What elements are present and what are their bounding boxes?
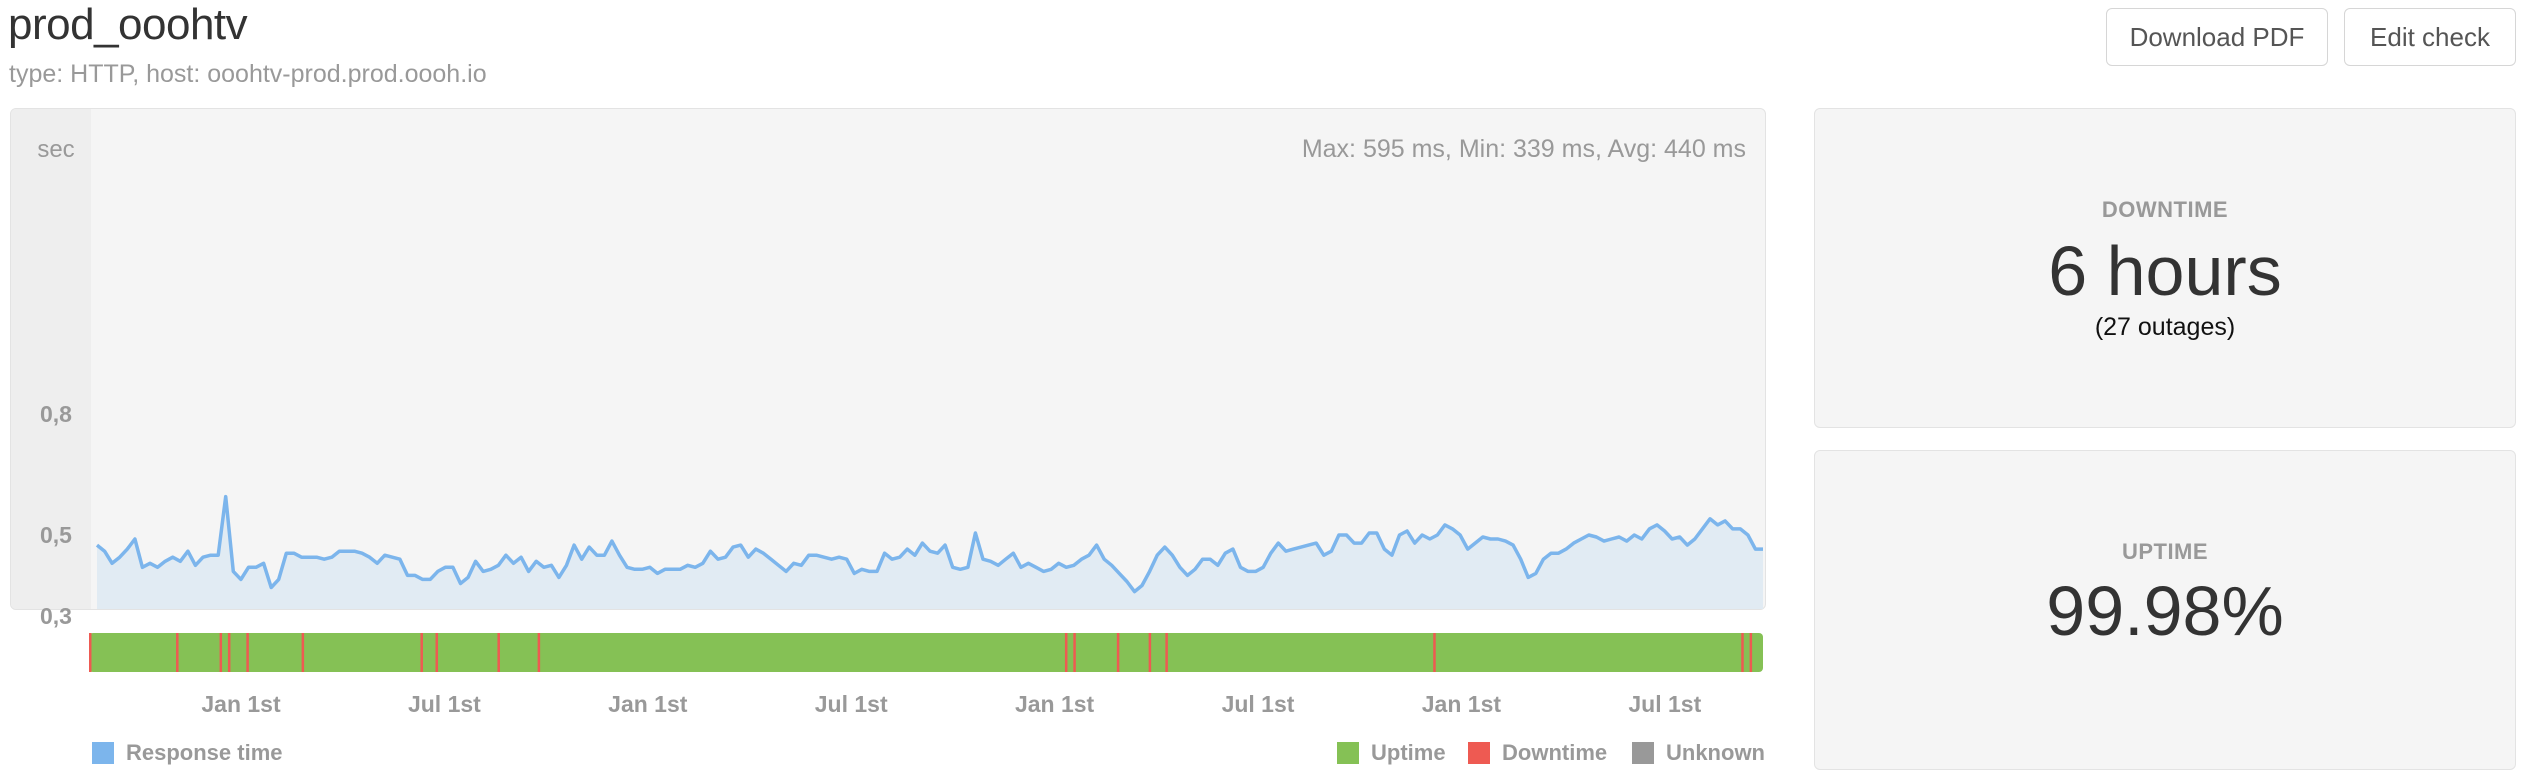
response-time-swatch: [92, 742, 114, 764]
uptime-card: UPTIME 99.98%: [1814, 450, 2516, 770]
downtime-label: DOWNTIME: [2101, 197, 2229, 222]
response-stats-label: Max: 595 ms, Min: 339 ms, Avg: 440 ms: [1302, 135, 1746, 163]
downtime-value: 6 hours: [2048, 232, 2282, 310]
check-subtitle: type: HTTP, host: ooohtv-prod.prod.oooh.…: [9, 60, 487, 88]
response-time-chart: sec Max: 595 ms, Min: 339 ms, Avg: 440 m…: [37, 135, 1763, 717]
x-tick-label: Jan 1st: [608, 691, 688, 717]
legend-response-label: Response time: [126, 740, 283, 765]
uptime-label: UPTIME: [2121, 539, 2209, 564]
downtime-marker: [435, 633, 439, 672]
uptime-value: 99.98%: [2046, 572, 2284, 650]
x-tick-label: Jan 1st: [1015, 691, 1095, 717]
downtime-marker: [1433, 633, 1436, 672]
legend-downtime-label: Downtime: [1502, 740, 1608, 765]
x-tick-label: Jan 1st: [201, 691, 281, 717]
page-title: prod_ooohtv: [8, 0, 248, 49]
x-tick-label: Jul 1st: [815, 691, 888, 717]
uptime-status-bar: [89, 633, 1763, 672]
legend-unknown: Unknown: [1632, 740, 1765, 766]
x-tick-label: Jan 1st: [1422, 691, 1502, 717]
downtime-marker: [420, 633, 423, 672]
edit-check-button[interactable]: Edit check: [2344, 8, 2516, 66]
downtime-marker: [1741, 633, 1744, 672]
uptime-swatch: [1337, 742, 1359, 764]
downtime-marker: [176, 633, 179, 672]
downtime-marker: [301, 633, 305, 672]
legend-uptime-label: Uptime: [1371, 740, 1446, 765]
downtime-marker: [1073, 633, 1076, 672]
downtime-marker: [246, 633, 249, 672]
legend-response-time: Response time: [92, 740, 283, 766]
unknown-swatch: [1632, 742, 1654, 764]
response-time-chart-panel: [10, 108, 1766, 610]
downtime-marker: [1116, 633, 1120, 672]
x-tick-label: Jul 1st: [1222, 691, 1295, 717]
downtime-marker: [1064, 633, 1068, 672]
downtime-marker: [219, 633, 223, 672]
download-pdf-button[interactable]: Download PDF: [2106, 8, 2328, 66]
y-tick-label: 0,8: [40, 401, 72, 427]
downtime-marker: [227, 633, 231, 672]
legend-unknown-label: Unknown: [1666, 740, 1765, 765]
downtime-marker: [497, 633, 500, 672]
response-time-line: [95, 494, 1763, 594]
downtime-swatch: [1468, 742, 1490, 764]
downtime-marker: [1749, 633, 1753, 672]
x-tick-label: Jul 1st: [1628, 691, 1701, 717]
downtime-card: DOWNTIME 6 hours (27 outages): [1814, 108, 2516, 428]
y-axis-label: sec: [37, 136, 74, 163]
downtime-marker: [1165, 633, 1168, 672]
downtime-marker: [89, 633, 92, 672]
legend-downtime: Downtime: [1468, 740, 1607, 766]
legend-uptime: Uptime: [1337, 740, 1446, 766]
x-tick-label: Jul 1st: [408, 691, 481, 717]
y-tick-label: 0,5: [40, 522, 72, 548]
y-axis-strip: [11, 109, 91, 609]
downtime-marker: [1148, 633, 1152, 672]
downtime-marker: [537, 633, 541, 672]
outage-count: (27 outages): [2094, 313, 2236, 341]
y-tick-label: 0,3: [40, 603, 72, 629]
